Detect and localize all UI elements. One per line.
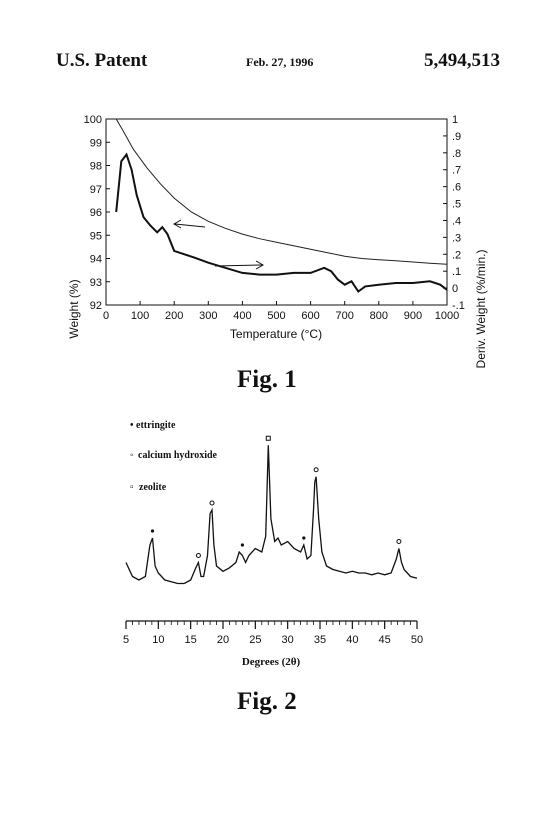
legend-label-zeolite: zeolite xyxy=(139,482,167,493)
legend-marker-calcium-hydroxide: ◦ xyxy=(130,450,134,461)
x-tick-label: 20 xyxy=(217,634,229,646)
x-tick-label: 300 xyxy=(199,310,217,322)
y-tick-label: 95 xyxy=(90,230,102,242)
y2-tick-label: .2 xyxy=(452,249,461,261)
legend-marker-ettringite: • xyxy=(130,420,134,431)
legend-label-calcium-hydroxide: calcium hydroxide xyxy=(138,450,218,461)
x-tick-label: 400 xyxy=(233,310,251,322)
peak-marker-calcium-hydroxide xyxy=(195,553,201,558)
y2-tick-label: .5 xyxy=(452,199,461,211)
y2-tick-label: -.1 xyxy=(452,300,465,312)
arrow-right xyxy=(214,260,265,270)
y-tick-label: 100 xyxy=(84,114,102,126)
peak-marker-calcium-hydroxide xyxy=(209,500,215,506)
y2-tick-label: .9 xyxy=(452,131,461,143)
x-axis-label: Temperature (°C) xyxy=(230,327,322,341)
figure-1-caption: Fig. 1 xyxy=(237,366,297,393)
y-tick-label: 97 xyxy=(90,184,102,196)
y2-tick-label: .4 xyxy=(452,215,461,227)
figure-1-tga-chart: 0 100 200 300 400 500 600 700 800 900 100092939495… xyxy=(67,114,488,369)
y2-tick-label: .1 xyxy=(452,266,461,278)
x-tick-label: 600 xyxy=(301,310,319,322)
x-tick-label: 35 xyxy=(314,634,326,646)
patent-number: 5,494,513 xyxy=(424,50,500,71)
weight-curve xyxy=(115,118,448,265)
x-tick-label: 800 xyxy=(370,310,388,322)
y2-tick-label: .7 xyxy=(452,165,461,177)
peak-marker-ettringite xyxy=(150,529,155,533)
x-tick-label: 45 xyxy=(379,634,391,646)
xrd-trace xyxy=(125,445,418,585)
x-tick-label: 900 xyxy=(404,310,422,322)
x-tick-label: 40 xyxy=(346,634,358,646)
figure-2-xrd-chart: • ettringite ◦ calcium hydroxide ▫ zeoli… xyxy=(123,420,423,668)
legend-marker-zeolite: ▫ xyxy=(130,482,134,493)
y-axis-label: Weight (%) xyxy=(67,279,81,338)
y2-tick-label: .8 xyxy=(452,148,461,160)
x-tick-label: 30 xyxy=(282,634,294,646)
y2-tick-label: .3 xyxy=(452,232,461,244)
peak-marker-ettringite xyxy=(240,543,244,547)
y-tick-label: 93 xyxy=(90,277,102,289)
x-tick-label: 5 xyxy=(123,634,129,646)
x-tick-label: 15 xyxy=(185,634,197,646)
figure-2-caption: Fig. 2 xyxy=(237,688,297,715)
y-tick-label: 98 xyxy=(90,161,102,173)
derivative-curve xyxy=(115,152,448,293)
x-axis-label: Degrees (2θ) xyxy=(242,656,301,668)
y2-axis-label: Deriv. Weight (%/min.) xyxy=(474,250,488,369)
x-tick-label: 10 xyxy=(152,634,164,646)
legend-label-ettringite: ettringite xyxy=(136,420,176,431)
y-tick-label: 99 xyxy=(90,137,102,149)
y-tick-label: 96 xyxy=(90,207,102,219)
y2-tick-label: 0 xyxy=(452,283,458,295)
x-tick-label: 0 xyxy=(103,310,109,322)
y-tick-label: 92 xyxy=(90,300,102,312)
plot-frame xyxy=(105,118,448,306)
y2-tick-label: 1 xyxy=(452,114,458,126)
legend: • ettringite ◦ calcium hydroxide ▫ zeoli… xyxy=(130,420,218,493)
x-tick-label: 200 xyxy=(165,310,183,322)
x-tick-label: 500 xyxy=(267,310,285,322)
patent-date: Feb. 27, 1996 xyxy=(246,55,314,69)
peak-marker-zeolite xyxy=(265,435,271,441)
peak-marker-calcium-hydroxide xyxy=(396,539,402,544)
x-tick-label: 700 xyxy=(336,310,354,322)
y-tick-label: 94 xyxy=(90,254,102,266)
patent-label: U.S. Patent xyxy=(56,50,148,71)
peak-marker-calcium-hydroxide xyxy=(313,467,319,473)
y2-tick-label: .6 xyxy=(452,182,461,194)
x-tick-label: 25 xyxy=(249,634,261,646)
x-tick-label: 50 xyxy=(411,634,423,646)
x-tick-label: 100 xyxy=(131,310,149,322)
arrow-left xyxy=(172,219,206,229)
peak-marker-ettringite xyxy=(302,536,306,540)
x-tick-label: 1000 xyxy=(435,310,459,322)
